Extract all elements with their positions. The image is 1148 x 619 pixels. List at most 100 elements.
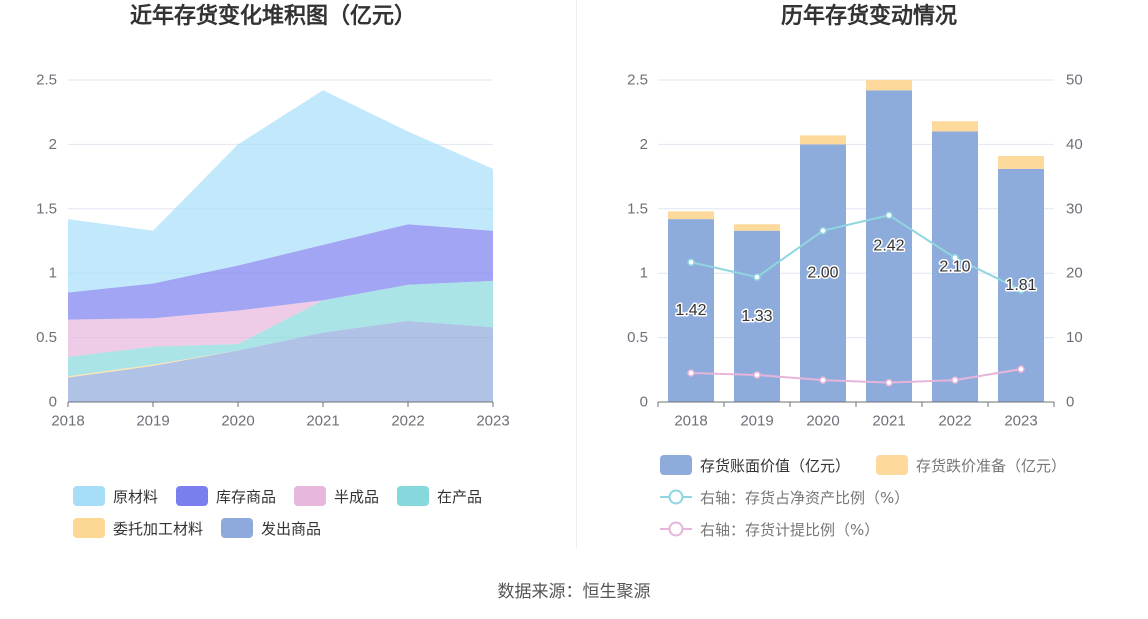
inventory-impairment-provision-bar xyxy=(866,80,912,91)
goods-shipped-area xyxy=(68,320,493,402)
bar-value-label: 2.00 xyxy=(807,265,838,282)
inventory-to-net-assets-ratio-point xyxy=(687,258,695,267)
legend-label: 在产品 xyxy=(437,487,483,506)
inventory-impairment-provision-bar xyxy=(998,155,1044,169)
inventory-to-net-assets-ratio-point xyxy=(1017,286,1025,294)
legend-label: 右轴：存货占净资产比例（%） xyxy=(700,488,910,507)
x-axis-tick-label: 2018 xyxy=(674,413,707,430)
inventory-provision-ratio-point xyxy=(753,371,761,379)
legend-swatch xyxy=(294,486,327,506)
legend-item-work-in-progress[interactable]: 在产品 xyxy=(397,486,482,506)
legend-row: 委托加工材料 发出商品 xyxy=(73,518,500,538)
x-axis-tick-label: 2022 xyxy=(391,413,424,430)
legend-label: 半成品 xyxy=(334,487,380,506)
legend-marker xyxy=(668,489,684,505)
raw-materials-area xyxy=(68,90,493,293)
inventory-to-net-assets-ratio-line xyxy=(690,214,1022,291)
x-axis-tick-label: 2019 xyxy=(740,413,773,430)
legend-row: 右轴：存货占净资产比例（%） xyxy=(660,487,1092,507)
inventory-bar-line-chart: 0 0.5 1 1.5 2 2.5 0 10 20 30 40 50 2018 2019 2020 2021 2… xyxy=(627,72,1083,430)
legend-label: 原材料 xyxy=(113,487,159,506)
legend-swatch xyxy=(221,518,254,538)
line-legend-icon xyxy=(660,489,692,505)
legend-item-semi-finished[interactable]: 半成品 xyxy=(294,486,379,506)
legend-swatch xyxy=(397,486,430,506)
y-axis-tick-label: 0.5 xyxy=(36,329,57,346)
inventory-to-net-assets-ratio-point xyxy=(951,253,959,262)
y-axis-tick-label: 1.5 xyxy=(36,200,57,217)
legend-label: 库存商品 xyxy=(216,487,277,506)
legend-label: 存货跌价准备（亿元） xyxy=(916,456,1067,475)
legend-item-book-value[interactable]: 存货账面价值（亿元） xyxy=(660,455,850,475)
legend-swatch xyxy=(73,518,105,538)
inventory-to-net-assets-ratio-point xyxy=(753,273,761,281)
legend-label: 委托加工材料 xyxy=(113,519,204,538)
inventory-book-value-bar xyxy=(932,131,978,402)
left-y-axis-tick-label: 0.5 xyxy=(627,329,648,346)
inventory-to-net-assets-ratio-point xyxy=(819,226,827,235)
legend-item-raw-materials[interactable]: 原材料 xyxy=(73,486,158,506)
left-y-axis-tick-label: 2 xyxy=(640,136,648,153)
bar-value-label: 1.33 xyxy=(741,308,772,325)
legend-row: 右轴：存货计提比例（%） xyxy=(660,519,1092,539)
left-y-axis-tick-label: 0 xyxy=(640,394,648,411)
legend-item-net-asset-ratio[interactable]: 右轴：存货占净资产比例（%） xyxy=(660,487,909,507)
x-axis-tick-label: 2022 xyxy=(938,413,971,430)
bar-value-label: 2.10 xyxy=(939,258,970,275)
right-y-axis-tick-label: 10 xyxy=(1066,329,1083,346)
right-y-axis-tick-label: 30 xyxy=(1066,200,1083,217)
inventory-book-value-bar xyxy=(998,168,1044,402)
inventory-impairment-provision-bar xyxy=(932,121,978,132)
x-axis-tick-label: 2021 xyxy=(306,413,339,430)
inventory-impairment-provision-bar xyxy=(668,211,714,220)
legend-swatch xyxy=(660,455,692,475)
inventory-provision-ratio-point xyxy=(819,376,827,384)
left-y-axis-tick-label: 1 xyxy=(640,265,648,282)
legend-swatch xyxy=(176,486,209,506)
finished-goods-area xyxy=(68,224,493,320)
y-axis-tick-label: 1 xyxy=(49,265,57,282)
legend-item-impairment-provision[interactable]: 存货跌价准备（亿元） xyxy=(876,455,1066,475)
work-in-progress-area xyxy=(68,280,493,377)
x-axis-tick-label: 2020 xyxy=(806,413,839,430)
inventory-to-net-assets-ratio-point xyxy=(885,211,893,219)
left-y-axis-tick-label: 2.5 xyxy=(627,72,648,89)
legend-swatch xyxy=(73,486,105,506)
x-axis-tick-label: 2020 xyxy=(221,413,254,430)
bar-value-label: 1.42 xyxy=(675,302,706,319)
data-source-note: 数据来源：恒生聚源 xyxy=(497,582,651,602)
left-y-axis-tick-label: 1.5 xyxy=(627,200,648,217)
right-y-axis-tick-label: 0 xyxy=(1066,394,1074,411)
inventory-impairment-provision-bar xyxy=(734,224,780,231)
x-axis-tick-label: 2021 xyxy=(872,413,905,430)
inventory-provision-ratio-point xyxy=(1017,365,1025,373)
x-axis-tick-label: 2018 xyxy=(51,413,84,430)
legend-row: 存货账面价值（亿元） 存货跌价准备（亿元） xyxy=(660,455,1092,475)
legend-row: 原材料 库存商品 半成品 在产品 xyxy=(73,486,500,506)
legend-label: 存货账面价值（亿元） xyxy=(700,456,851,475)
legend-item-provision-ratio[interactable]: 右轴：存货计提比例（%） xyxy=(660,519,879,539)
legend-item-finished-goods[interactable]: 库存商品 xyxy=(176,486,276,506)
inventory-provision-ratio-point xyxy=(885,378,893,387)
right-y-axis-tick-label: 20 xyxy=(1066,265,1083,282)
legend-label: 发出商品 xyxy=(261,519,322,538)
right-y-axis-tick-label: 40 xyxy=(1066,136,1083,153)
inventory-impairment-provision-bar xyxy=(800,135,846,145)
legend-marker xyxy=(668,521,684,537)
x-axis-tick-label: 2023 xyxy=(1004,413,1037,430)
inventory-provision-ratio-point xyxy=(687,369,695,377)
area-chart-legend: 原材料 库存商品 半成品 在产品 委托加工材料 发出商品 xyxy=(73,486,500,550)
bar-chart-legend: 存货账面价值（亿元） 存货跌价准备（亿元） 右轴：存货占净资产比例（%） 右轴：… xyxy=(660,455,1092,551)
line-legend-icon xyxy=(660,521,692,537)
legend-item-goods-shipped[interactable]: 发出商品 xyxy=(221,518,321,538)
bar-chart-title: 历年存货变动情况 xyxy=(780,4,957,29)
legend-item-consigned-processing[interactable]: 委托加工材料 xyxy=(73,518,203,538)
legend-label: 右轴：存货计提比例（%） xyxy=(700,520,880,539)
legend-swatch xyxy=(876,455,909,475)
x-axis-tick-label: 2023 xyxy=(476,413,509,430)
inventory-book-value-bar xyxy=(800,144,846,402)
inventory-book-value-bar xyxy=(866,90,912,402)
semi-finished-area xyxy=(68,280,493,357)
y-axis-tick-label: 2 xyxy=(49,136,57,153)
